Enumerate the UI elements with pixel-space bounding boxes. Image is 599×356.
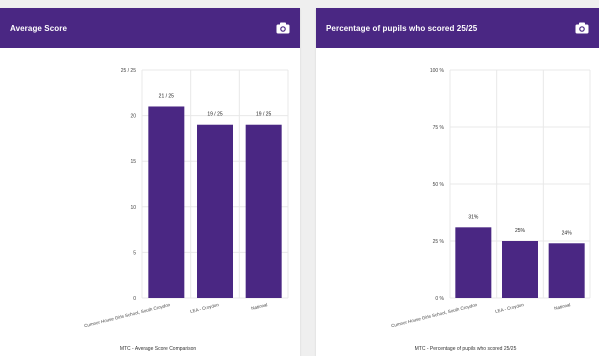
y-tick-label: 50 % [433,182,445,188]
bar [197,124,233,298]
average-score-bar-chart: 0 5 10 15 20 25 / 25 21 / 25 Cumnor House Girls… [84,68,289,352]
full-marks-card: Percentage of pupils who scored 25/25 0 … [316,8,599,356]
card-title: Percentage of pupils who scored 25/25 [326,23,478,33]
y-tick-label: 25 / 25 [121,68,137,74]
bar [245,124,282,298]
category-label: Cumnor House Girls School, South Croydon [84,302,171,328]
card-title: Average Score [10,23,68,33]
category-label: LEA - Croydon [190,302,220,314]
y-tick-label: 15 [130,159,136,165]
full-marks-bar-chart: 0 % 25 % 50 % 75 % 100 % 31% Cumnor House Girl… [391,68,591,352]
category-label: National [251,302,268,311]
bar [502,241,538,298]
camera-icon[interactable] [575,22,589,34]
category-label: LEA - Croydon [495,302,525,314]
bar [548,243,585,298]
card-header: Percentage of pupils who scored 25/25 [316,8,599,48]
y-tick-label: 0 [133,296,136,302]
data-label: 21 / 25 [159,93,175,99]
x-axis-label: MTC - Average Score Comparison [120,346,197,352]
average-score-card: Average Score 0 5 10 15 20 25 / 25 21 / 25 Cumn… [0,8,300,356]
y-tick-label: 0 % [435,296,444,302]
y-tick-label: 10 [130,205,136,211]
data-label: 24% [562,230,573,236]
camera-icon[interactable] [276,22,290,34]
y-tick-label: 20 [130,114,136,120]
bar [455,227,492,298]
data-label: 31% [468,214,479,220]
data-label: 19 / 25 [207,112,223,118]
full-marks-chart: 0 % 25 % 50 % 75 % 100 % 31% Cumnor House Girl… [316,48,599,356]
category-label: Cumnor House Girls School, South Croydon [391,302,478,328]
data-label: 19 / 25 [256,112,272,118]
y-tick-label: 100 % [430,68,445,74]
card-header: Average Score [0,8,300,48]
y-tick-label: 25 % [433,239,445,245]
y-tick-label: 5 [133,250,136,256]
data-label: 25% [515,228,526,234]
bar [148,106,185,298]
average-score-chart: 0 5 10 15 20 25 / 25 21 / 25 Cumnor House Girls… [0,48,300,356]
category-label: National [554,302,571,311]
x-axis-label: MTC - Percentage of pupils who scored 25… [415,346,517,352]
y-tick-label: 75 % [433,125,445,131]
